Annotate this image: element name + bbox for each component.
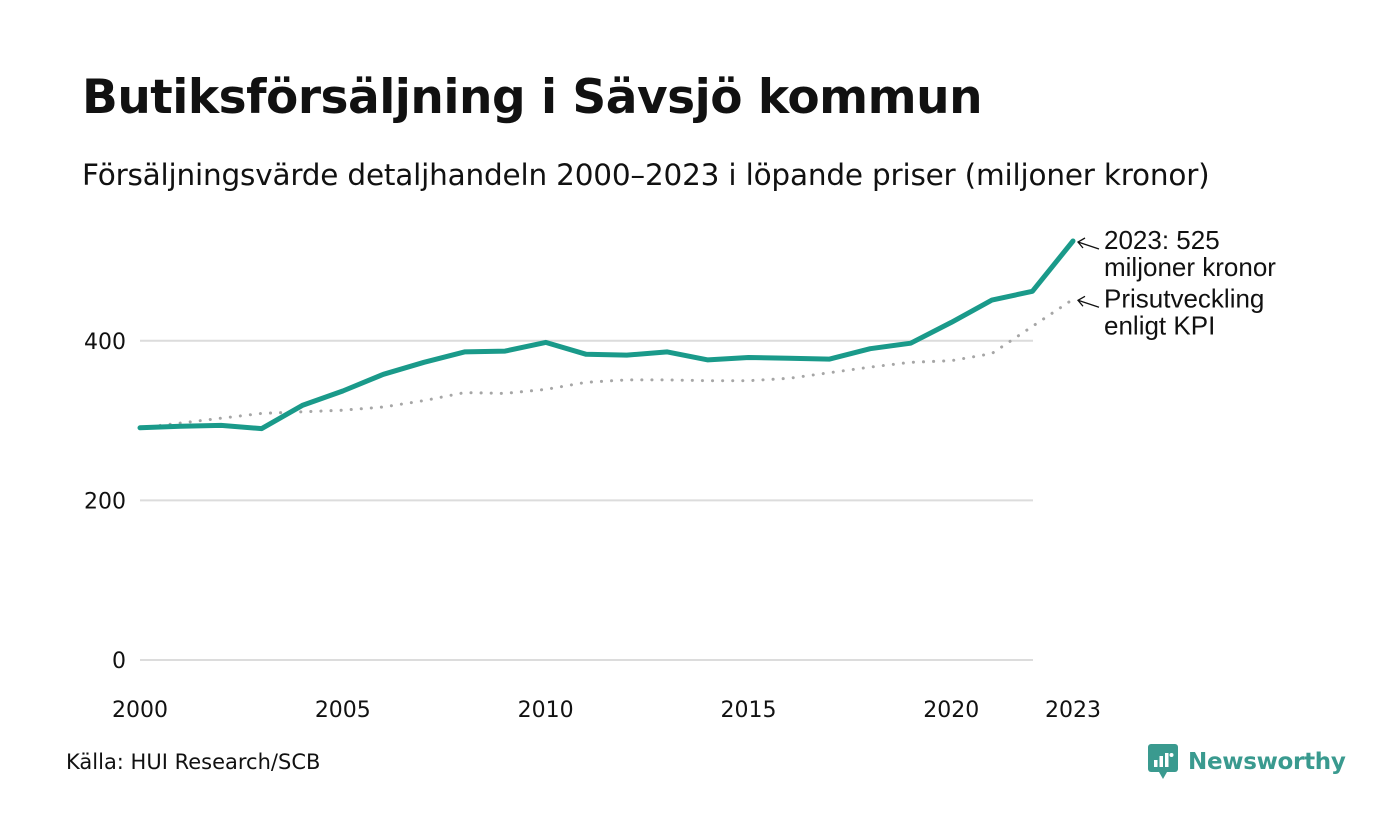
source-note: Källa: HUI Research/SCB (66, 750, 321, 774)
series-line-kpi (138, 297, 1075, 430)
y-axis-ticks: 0 200 400 (84, 330, 126, 674)
y-tick-label: 200 (84, 489, 126, 514)
x-tick-label: 2023 (1045, 698, 1101, 723)
annotation-arrowhead (1077, 237, 1086, 249)
x-tick-label: 2005 (315, 698, 371, 723)
y-tick-label: 0 (112, 649, 126, 674)
annotation-label: 2023: 525 (1104, 225, 1220, 255)
annotation-arrow (1077, 241, 1100, 250)
chart-title: Butiksförsäljning i Sävsjö kommun (82, 70, 983, 125)
series-lines (137, 238, 1076, 432)
brand-logo: Newsworthy (1148, 744, 1346, 780)
x-tick-label: 2000 (112, 698, 168, 723)
x-tick-label: 2015 (720, 698, 776, 723)
x-tick-label: 2020 (923, 698, 979, 723)
annotation-label: miljoner kronor (1104, 252, 1276, 282)
brand-name: Newsworthy (1188, 749, 1346, 775)
y-tick-label: 400 (84, 330, 126, 355)
annotation-label: enligt KPI (1104, 310, 1215, 340)
annotation-arrow (1077, 299, 1100, 308)
annotation-arrowhead (1077, 295, 1086, 307)
x-tick-label: 2010 (518, 698, 574, 723)
series-line-sales (137, 238, 1076, 432)
gridlines (140, 339, 1033, 661)
chart-subtitle: Försäljningsvärde detaljhandeln 2000–202… (82, 158, 1210, 192)
newsworthy-logo-icon (1148, 744, 1178, 779)
x-axis-ticks: 2000 2005 2010 2015 2020 2023 (112, 698, 1101, 723)
annotation-label: Prisutveckling (1104, 283, 1264, 313)
